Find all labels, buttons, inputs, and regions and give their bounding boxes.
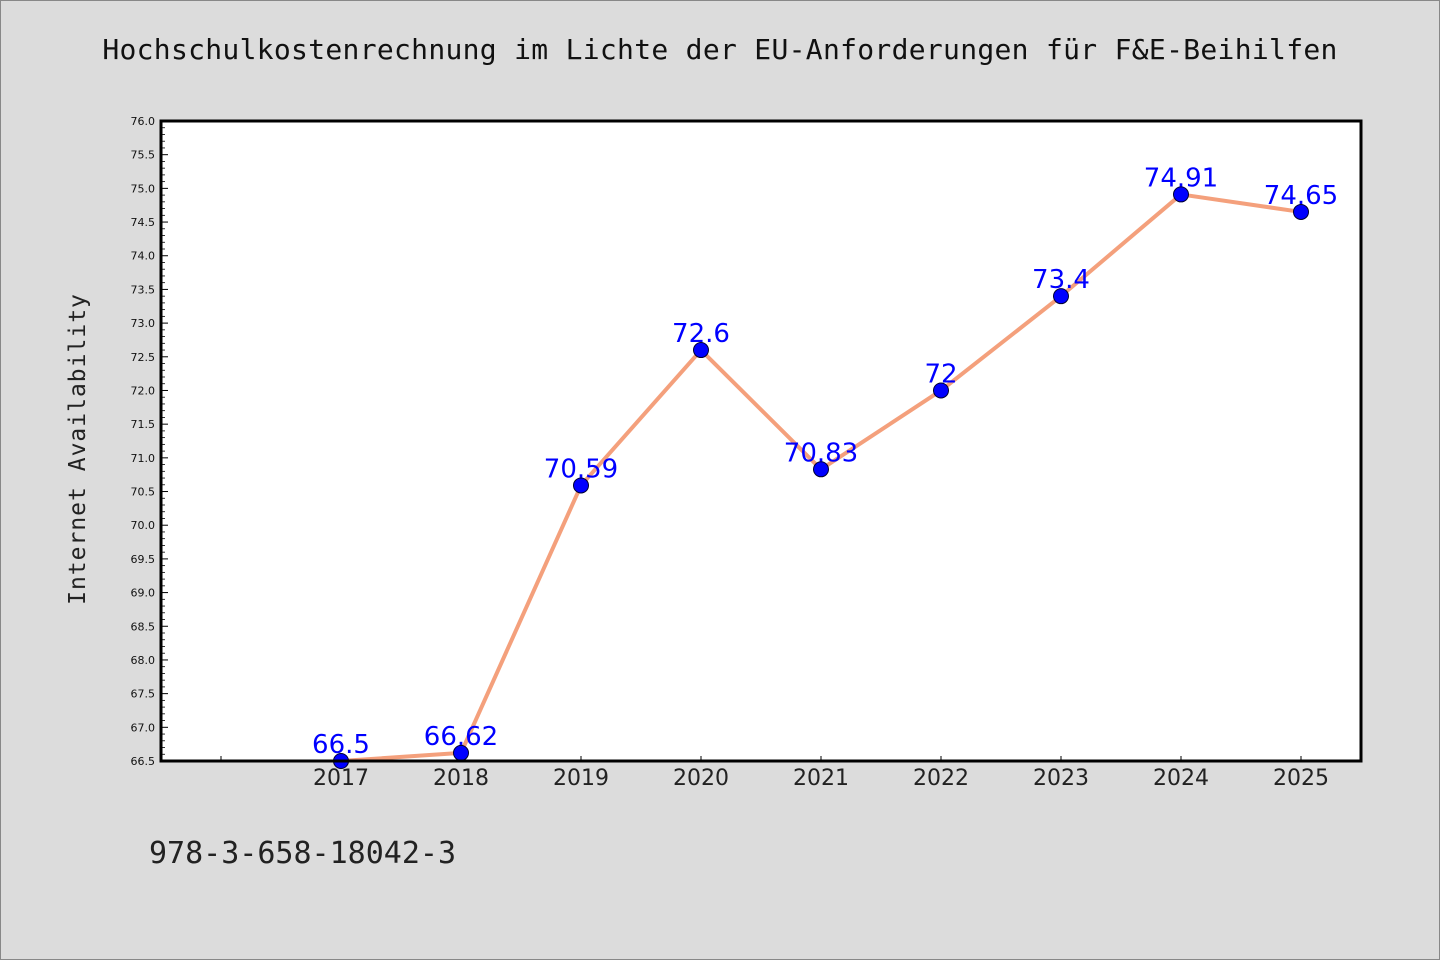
y-tick-label: 73.0 <box>131 317 156 330</box>
data-point <box>933 382 949 399</box>
plot-area <box>161 121 1361 761</box>
data-label: 70.59 <box>544 454 618 484</box>
data-label: 72.6 <box>672 319 730 349</box>
data-label: 66.5 <box>312 730 370 760</box>
y-tick-label: 72.5 <box>131 351 156 364</box>
y-tick-label: 69.0 <box>131 587 156 600</box>
y-tick-label: 69.5 <box>131 553 156 566</box>
data-point <box>1173 186 1189 203</box>
x-tick-label: 2021 <box>793 766 849 791</box>
y-tick-label: 75.5 <box>131 149 156 162</box>
data-label: 74.65 <box>1264 181 1338 211</box>
data-label: 66.62 <box>424 722 498 752</box>
y-tick-label: 68.5 <box>131 620 156 633</box>
y-tick-label: 67.5 <box>131 688 156 701</box>
x-tick-label: 2019 <box>553 766 609 791</box>
x-tick-label: 2022 <box>913 766 969 791</box>
data-label: 74.91 <box>1144 163 1218 193</box>
y-tick-label: 71.0 <box>131 452 156 465</box>
x-tick-label: 2018 <box>433 766 489 791</box>
y-tick-label: 66.5 <box>131 755 156 768</box>
y-tick-label: 72.0 <box>131 384 156 397</box>
plot-frame <box>159 119 1363 763</box>
y-tick-label: 76.0 <box>131 115 156 128</box>
data-point <box>813 461 829 478</box>
data-label: 72 <box>924 359 957 389</box>
data-point <box>1053 288 1069 305</box>
x-tick-label: 2025 <box>1273 766 1329 791</box>
data-label: 73.4 <box>1032 265 1090 295</box>
y-tick-label: 75.0 <box>131 182 156 195</box>
data-point <box>693 342 709 359</box>
x-tick-label: 2023 <box>1033 766 1089 791</box>
x-tick-label: 2017 <box>313 766 369 791</box>
chart-title: Hochschulkostenrechnung im Lichte der EU… <box>102 33 1338 66</box>
y-tick-label: 74.0 <box>131 250 156 263</box>
data-label: 70.83 <box>784 438 858 468</box>
x-tick-label: 2020 <box>673 766 729 791</box>
y-tick-label: 70.0 <box>131 519 156 532</box>
y-tick-label: 73.5 <box>131 283 156 296</box>
data-point <box>573 477 589 494</box>
y-tick-label: 71.5 <box>131 418 156 431</box>
footnote-isbn: 978-3-658-18042-3 <box>149 836 457 871</box>
y-tick-label: 70.5 <box>131 486 156 499</box>
data-point <box>1293 203 1309 220</box>
y-tick-label: 74.5 <box>131 216 156 229</box>
y-tick-label: 67.0 <box>131 721 156 734</box>
y-tick-label: 68.0 <box>131 654 156 667</box>
x-tick-label: 2024 <box>1153 766 1209 791</box>
